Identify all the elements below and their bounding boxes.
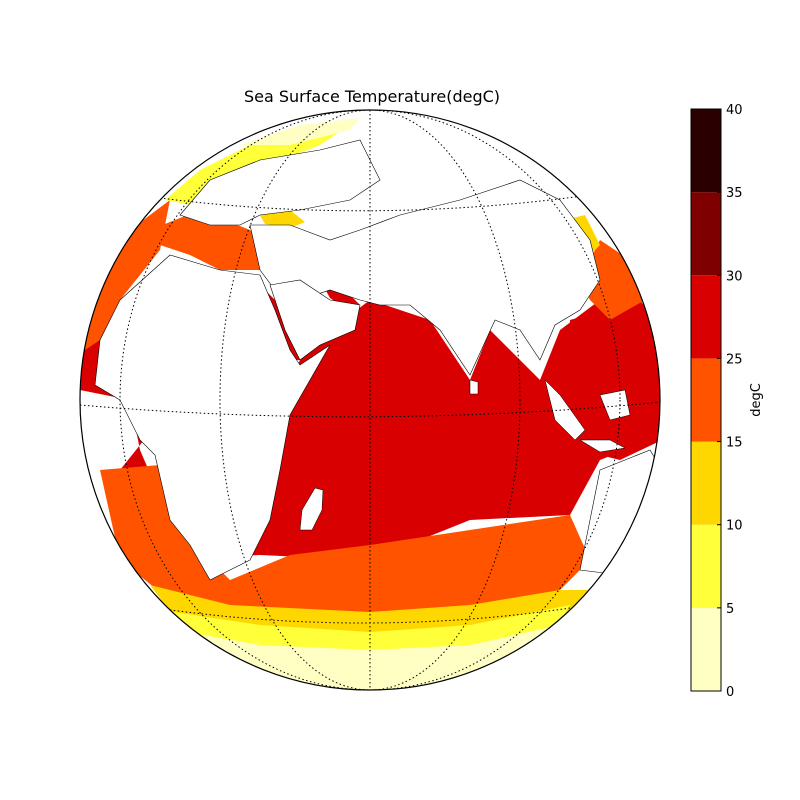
colorbar-band	[691, 441, 721, 525]
colorbar-tick-label: 30	[726, 269, 743, 284]
colorbar-tick-label: 5	[726, 602, 734, 617]
colorbar-tick-label: 40	[726, 103, 743, 118]
colorbar-tick-label: 25	[726, 352, 743, 367]
colorbar-tick-label: 15	[726, 436, 743, 451]
colorbar-band	[691, 109, 721, 193]
ocean-zone-pacific-warm	[560, 300, 660, 460]
globe	[80, 110, 660, 690]
africa-landmass	[94, 254, 331, 581]
colorbar-tick-label: 10	[726, 519, 743, 534]
colorbar: 0 5 10 15 25 30 35 40 degC	[690, 103, 764, 700]
colorbar-band	[691, 275, 721, 359]
indonesia-islands	[544, 379, 631, 453]
colorbar-band	[691, 192, 721, 276]
madagascar	[299, 487, 324, 531]
graticule	[80, 110, 660, 690]
colorbar-band	[691, 358, 721, 442]
colorbar-band	[691, 524, 721, 608]
colorbar-label: degC	[749, 383, 764, 417]
equator	[80, 401, 660, 418]
colorbar-bands	[691, 109, 721, 691]
map-title: Sea Surface Temperature(degC)	[244, 87, 500, 106]
parallel-south	[149, 604, 591, 624]
colorbar-frame	[690, 108, 722, 692]
colorbar-band	[691, 607, 721, 691]
ocean-zone-orange-south	[100, 465, 590, 620]
asia-landmass	[249, 179, 601, 376]
ocean-zone-warm	[80, 300, 660, 560]
sri-lanka	[469, 379, 479, 395]
globe-outline	[79, 109, 661, 691]
ocean-zone-orange-atlantic	[80, 200, 170, 350]
colorbar-tick-label: 35	[726, 186, 743, 201]
parallel-north	[159, 194, 591, 212]
colorbar-tick-label: 0	[726, 685, 734, 700]
ocean-zone-pale-north	[240, 118, 360, 145]
mediterranean-sea	[150, 210, 280, 270]
arabia-landmass	[269, 279, 361, 361]
europe-landmass	[179, 139, 381, 226]
meridian-west	[119, 110, 621, 690]
meridian-inner	[219, 110, 521, 690]
colorbar-ticks: 0 5 10 15 25 30 35 40	[717, 103, 743, 700]
